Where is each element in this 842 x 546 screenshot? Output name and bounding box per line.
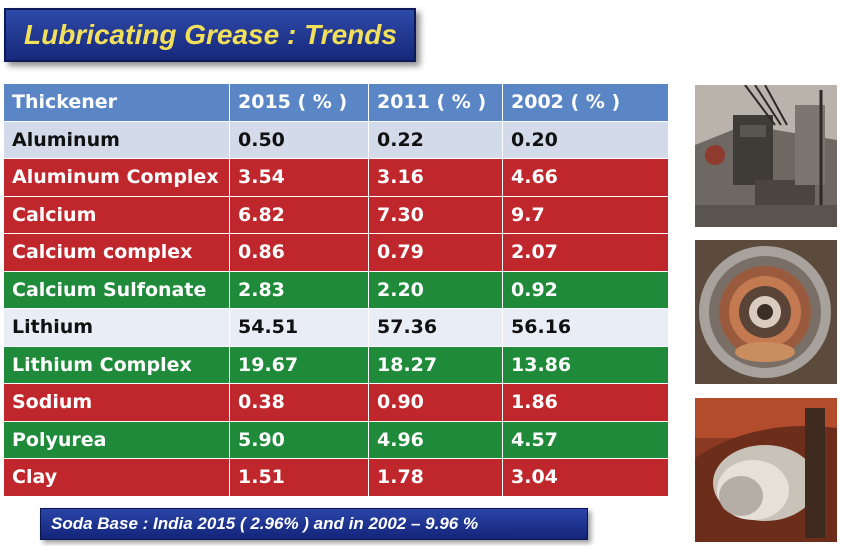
value-2015-cell: 2.83 [229, 270, 369, 309]
value-2015-cell: 19.67 [229, 345, 369, 384]
thickener-cell: Calcium [3, 195, 230, 234]
value-2002-cell: 3.04 [502, 458, 669, 497]
value-2011-cell: 18.27 [368, 345, 503, 384]
thickener-cell: Aluminum Complex [3, 158, 230, 197]
table-row: Calcium 6.82 7.30 9.7 [3, 195, 669, 234]
table-row: Clay 1.51 1.78 3.04 [3, 458, 669, 497]
table-row: Lithium Complex 19.67 18.27 13.86 [3, 345, 669, 384]
value-2015-cell: 0.38 [229, 383, 369, 422]
value-2002-cell: 2.07 [502, 233, 669, 272]
value-2015-cell: 0.50 [229, 120, 369, 159]
table-row: Lithium 54.51 57.36 56.16 [3, 308, 669, 347]
table-row: Sodium 0.38 0.90 1.86 [3, 383, 669, 422]
thickener-trends-table: Thickener 2015 ( % ) 2011 ( % ) 2002 ( %… [3, 83, 669, 497]
thickener-cell: Aluminum [3, 120, 230, 159]
value-2015-cell: 1.51 [229, 458, 369, 497]
thickener-cell: Sodium [3, 383, 230, 422]
thickener-cell: Clay [3, 458, 230, 497]
value-2011-cell: 2.20 [368, 270, 503, 309]
bearing-housing-photo [695, 240, 837, 384]
value-2002-cell: 4.66 [502, 158, 669, 197]
table-header-row: Thickener 2015 ( % ) 2011 ( % ) 2002 ( %… [3, 83, 669, 122]
value-2002-cell: 13.86 [502, 345, 669, 384]
value-2002-cell: 0.92 [502, 270, 669, 309]
value-2011-cell: 1.78 [368, 458, 503, 497]
value-2002-cell: 1.86 [502, 383, 669, 422]
value-2011-cell: 4.96 [368, 420, 503, 459]
value-2015-cell: 54.51 [229, 308, 369, 347]
slide-title-banner: Lubricating Grease : Trends [4, 8, 416, 62]
table-row: Calcium Sulfonate 2.83 2.20 0.92 [3, 270, 669, 309]
value-2002-cell: 9.7 [502, 195, 669, 234]
mining-machinery-photo [695, 85, 837, 227]
thickener-cell: Calcium Sulfonate [3, 270, 230, 309]
slide-title: Lubricating Grease : Trends [24, 19, 397, 50]
header-2015: 2015 ( % ) [229, 83, 369, 122]
value-2011-cell: 7.30 [368, 195, 503, 234]
soda-base-note: Soda Base : India 2015 ( 2.96% ) and in … [51, 514, 479, 533]
value-2011-cell: 0.90 [368, 383, 503, 422]
table-row: Polyurea 5.90 4.96 4.57 [3, 420, 669, 459]
value-2015-cell: 6.82 [229, 195, 369, 234]
soda-base-note-banner: Soda Base : India 2015 ( 2.96% ) and in … [40, 508, 588, 540]
header-2011: 2011 ( % ) [368, 83, 503, 122]
value-2011-cell: 0.22 [368, 120, 503, 159]
value-2002-cell: 0.20 [502, 120, 669, 159]
value-2011-cell: 0.79 [368, 233, 503, 272]
value-2011-cell: 57.36 [368, 308, 503, 347]
header-thickener: Thickener [3, 83, 230, 122]
value-2015-cell: 0.86 [229, 233, 369, 272]
value-2015-cell: 3.54 [229, 158, 369, 197]
value-2011-cell: 3.16 [368, 158, 503, 197]
table-row: Aluminum Complex 3.54 3.16 4.66 [3, 158, 669, 197]
value-2002-cell: 4.57 [502, 420, 669, 459]
table-row: Aluminum 0.50 0.22 0.20 [3, 120, 669, 159]
thickener-cell: Lithium [3, 308, 230, 347]
header-2002: 2002 ( % ) [502, 83, 669, 122]
thickener-cell: Lithium Complex [3, 345, 230, 384]
value-2015-cell: 5.90 [229, 420, 369, 459]
thickener-cell: Calcium complex [3, 233, 230, 272]
thickener-cell: Polyurea [3, 420, 230, 459]
shaft-journal-photo [695, 398, 837, 542]
table-row: Calcium complex 0.86 0.79 2.07 [3, 233, 669, 272]
value-2002-cell: 56.16 [502, 308, 669, 347]
